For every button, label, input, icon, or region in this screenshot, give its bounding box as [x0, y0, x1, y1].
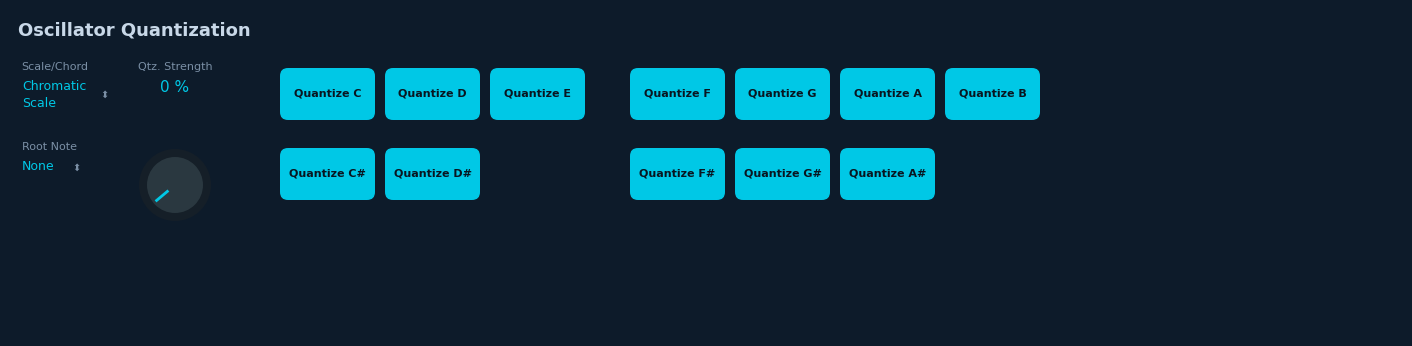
- FancyBboxPatch shape: [385, 148, 480, 200]
- Text: Quantize D: Quantize D: [398, 89, 467, 99]
- Text: Root Note: Root Note: [23, 142, 78, 152]
- FancyBboxPatch shape: [945, 68, 1041, 120]
- Text: Quantize C#: Quantize C#: [289, 169, 366, 179]
- Text: Quantize E: Quantize E: [504, 89, 570, 99]
- FancyBboxPatch shape: [490, 68, 585, 120]
- FancyBboxPatch shape: [385, 68, 480, 120]
- Text: ⬍: ⬍: [72, 163, 80, 173]
- Text: Chromatic
Scale: Chromatic Scale: [23, 80, 86, 110]
- Text: Quantize G#: Quantize G#: [744, 169, 822, 179]
- FancyBboxPatch shape: [840, 68, 935, 120]
- Text: Scale/Chord: Scale/Chord: [21, 62, 89, 72]
- Text: Quantize D#: Quantize D#: [394, 169, 472, 179]
- FancyBboxPatch shape: [736, 148, 830, 200]
- Text: Quantize C: Quantize C: [294, 89, 361, 99]
- Circle shape: [138, 149, 210, 221]
- Text: Oscillator Quantization: Oscillator Quantization: [18, 22, 250, 40]
- FancyBboxPatch shape: [630, 148, 724, 200]
- Text: Quantize F: Quantize F: [644, 89, 710, 99]
- Text: Quantize A#: Quantize A#: [849, 169, 926, 179]
- FancyBboxPatch shape: [280, 68, 376, 120]
- Text: 0 %: 0 %: [161, 80, 189, 95]
- FancyBboxPatch shape: [840, 148, 935, 200]
- FancyBboxPatch shape: [736, 68, 830, 120]
- Text: Quantize G: Quantize G: [748, 89, 816, 99]
- Text: Quantize F#: Quantize F#: [640, 169, 716, 179]
- Text: ⬍: ⬍: [100, 90, 109, 100]
- Circle shape: [147, 157, 203, 213]
- Text: None: None: [23, 160, 55, 173]
- FancyBboxPatch shape: [280, 148, 376, 200]
- Text: Quantize A: Quantize A: [853, 89, 922, 99]
- Text: Qtz. Strength: Qtz. Strength: [138, 62, 212, 72]
- FancyBboxPatch shape: [630, 68, 724, 120]
- Text: Quantize B: Quantize B: [959, 89, 1027, 99]
